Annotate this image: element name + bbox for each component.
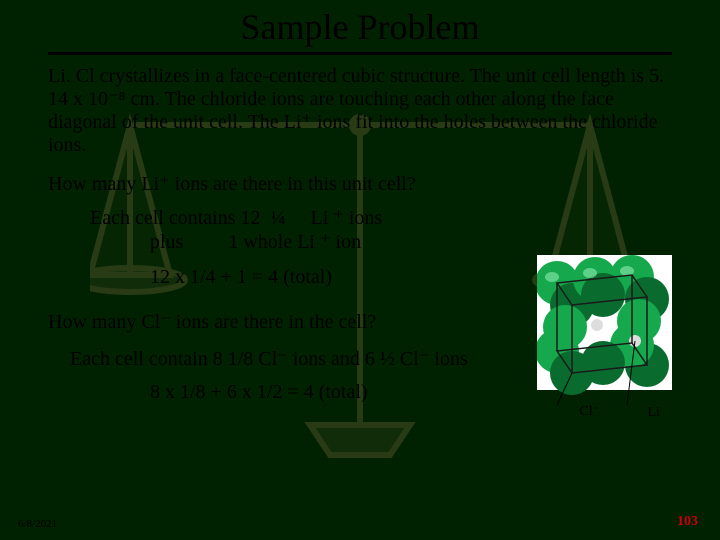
answer-1: Each cell contains 12 ¼ Li ⁺ ions plus 1… xyxy=(90,206,720,254)
title-rule xyxy=(48,52,672,55)
crystal-label-cl: Cl⁻ xyxy=(579,403,600,420)
problem-statement: Li. Cl crystallizes in a face-centered c… xyxy=(48,65,672,157)
page-number: 103 xyxy=(677,514,698,530)
slide-date: 6/8/2021 xyxy=(18,518,57,530)
crystal-label-li: Li xyxy=(648,405,660,421)
crystal-diagram xyxy=(537,255,672,413)
slide-title: Sample Problem xyxy=(0,0,720,48)
question-1: How many Li⁺ ions are there in this unit… xyxy=(48,171,672,196)
